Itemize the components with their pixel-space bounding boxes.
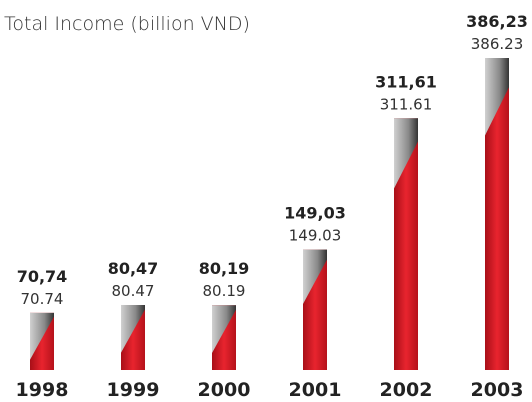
bar-highlight	[485, 58, 509, 136]
value-label: 80.47	[112, 282, 155, 300]
bar-highlight	[394, 118, 418, 189]
x-tick-label: 2000	[198, 379, 251, 401]
bar-highlight	[121, 304, 145, 353]
bar-highlight	[30, 312, 54, 360]
value-label-bold: 80,47	[108, 259, 159, 278]
value-label: 386.23	[471, 35, 524, 53]
x-tick-label: 2001	[289, 379, 342, 401]
value-label: 80.19	[203, 282, 246, 300]
value-label: 70.74	[21, 290, 64, 308]
value-label-bold: 386,23	[466, 12, 528, 31]
value-label-bold: 149,03	[284, 204, 346, 223]
x-tick-label: 1998	[16, 379, 69, 401]
value-label: 149.03	[289, 227, 342, 245]
value-label-bold: 80,19	[199, 259, 250, 278]
bar-highlight	[212, 305, 236, 353]
chart-title: Total Income (billion VND)	[4, 13, 250, 35]
x-tick-label: 1999	[107, 379, 160, 401]
x-tick-label: 2003	[471, 379, 524, 401]
value-label: 311.61	[380, 95, 433, 113]
x-tick-label: 2002	[380, 379, 433, 401]
bar-highlight	[303, 249, 327, 305]
value-label-bold: 70,74	[17, 267, 68, 286]
value-label-bold: 311,61	[375, 72, 437, 91]
